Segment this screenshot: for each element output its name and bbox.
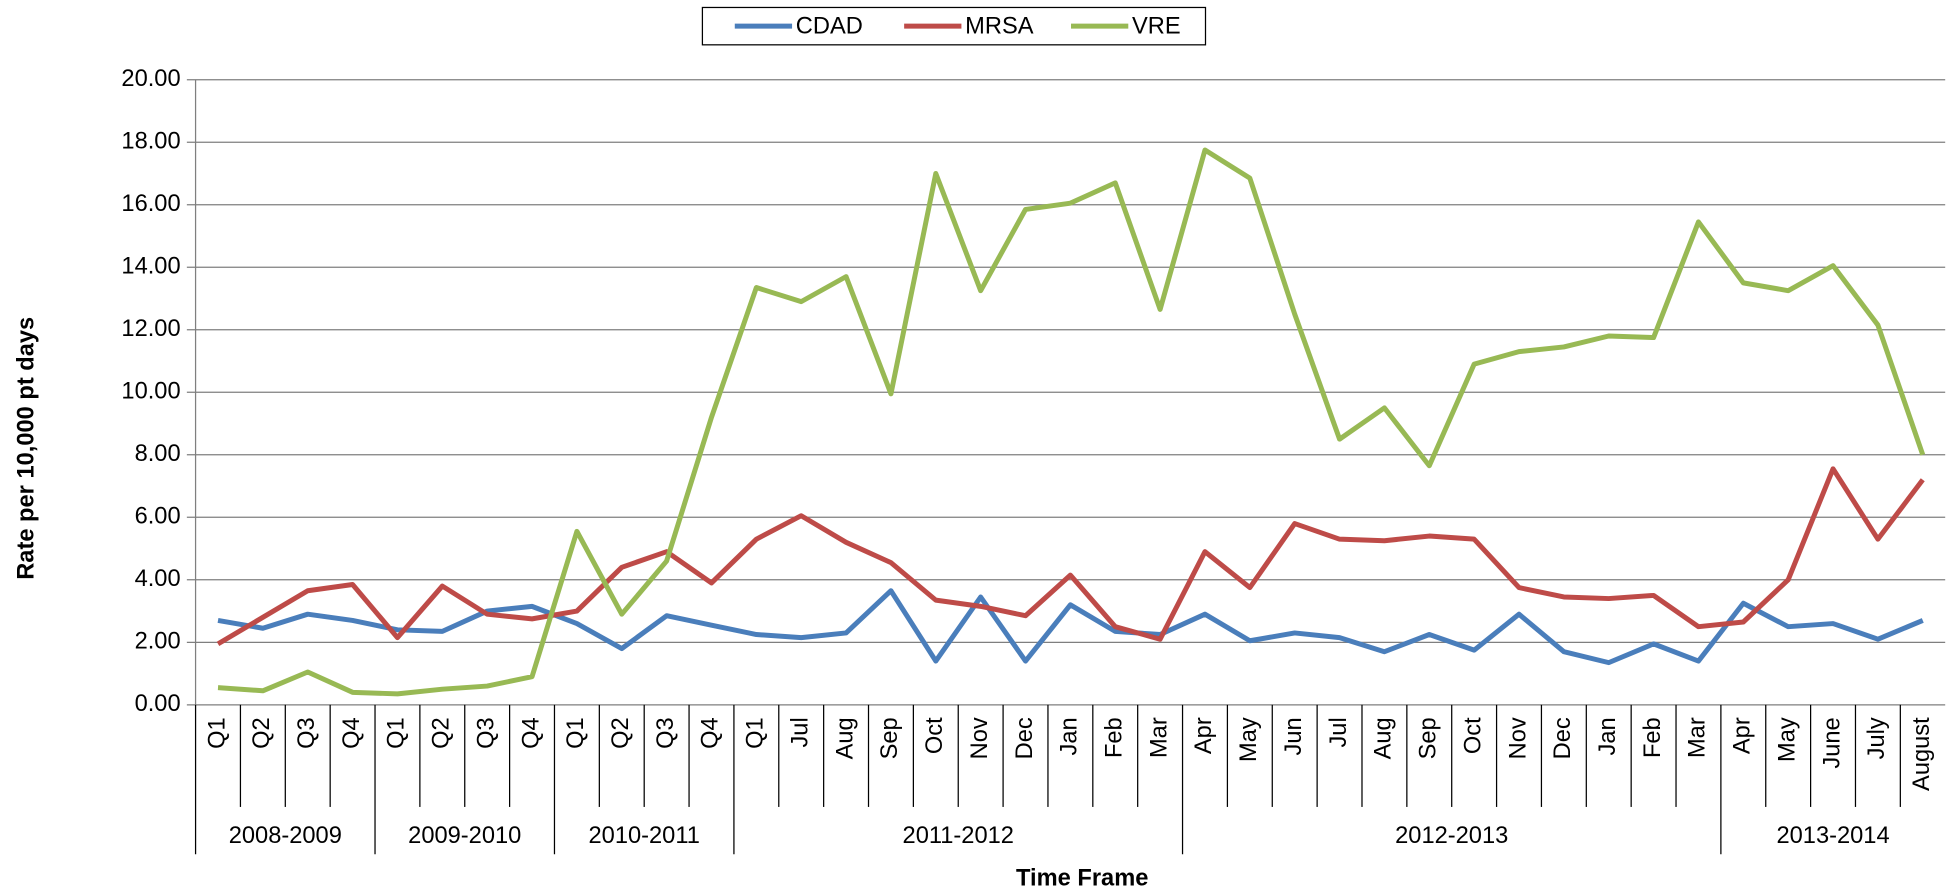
x-tick-label: Feb (1640, 717, 1666, 758)
x-tick-label: Aug (1371, 717, 1397, 759)
y-tick-label: 2.00 (135, 629, 181, 655)
x-tick-label: Q2 (608, 717, 634, 749)
x-tick-label: May (1774, 717, 1800, 762)
x-tick-label: Q1 (563, 717, 589, 749)
group-label: 2010-2011 (589, 823, 700, 849)
x-tick-label: August (1909, 717, 1935, 791)
x-axis-label: Time Frame (1016, 865, 1148, 891)
x-tick-label: Feb (1101, 717, 1127, 758)
y-tick-label: 0.00 (135, 691, 181, 717)
y-tick-label: 18.00 (121, 128, 180, 154)
x-tick-label: Q2 (429, 717, 455, 749)
series-line (217, 147, 1926, 697)
x-tick-label: Q1 (204, 717, 230, 749)
y-tick-label: 10.00 (121, 379, 180, 405)
x-tick-label: May (1236, 717, 1262, 762)
x-tick-label: Nov (967, 717, 993, 759)
x-tick-label: Q1 (743, 717, 769, 749)
x-tick-label: Oct (922, 717, 948, 754)
x-tick-label: Apr (1191, 717, 1217, 754)
y-tick-label: 16.00 (121, 191, 180, 217)
y-tick-label: 8.00 (135, 441, 181, 467)
group-label: 2008-2009 (229, 823, 342, 849)
x-tick-label: Q2 (249, 717, 275, 749)
x-tick-label: Oct (1460, 717, 1486, 754)
x-tick-label: Jul (1326, 717, 1352, 747)
x-tick-label: Q3 (653, 717, 679, 749)
x-tick-label: Jan (1057, 717, 1083, 755)
group-label: 2009-2010 (408, 823, 521, 849)
y-axis-label: Rate per 10,000 pt days (14, 317, 40, 580)
y-tick-label: 14.00 (121, 253, 180, 279)
x-tick-label: Dec (1550, 717, 1576, 759)
legend-label: CDAD (796, 14, 863, 40)
x-tick-label: Sep (1416, 717, 1442, 759)
x-tick-label: Mar (1146, 717, 1172, 758)
x-tick-label: Q1 (384, 717, 410, 749)
x-tick-label: Dec (1012, 717, 1038, 759)
y-tick-label: 12.00 (121, 316, 180, 342)
x-tick-label: June (1819, 717, 1845, 768)
x-tick-label: Q4 (698, 717, 724, 749)
x-tick-label: Apr (1730, 717, 1756, 754)
legend-label: MRSA (965, 14, 1034, 40)
y-tick-label: 6.00 (135, 504, 181, 530)
x-tick-label: Nov (1505, 717, 1531, 759)
x-tick-label: Q3 (473, 717, 499, 749)
x-tick-label: July (1864, 717, 1890, 759)
x-tick-label: Q4 (339, 717, 365, 749)
x-tick-label: Aug (832, 717, 858, 759)
x-tick-label: Jul (787, 717, 813, 747)
x-tick-label: Mar (1685, 717, 1711, 758)
x-tick-label: Q4 (518, 717, 544, 749)
x-tick-label: Q3 (294, 717, 320, 749)
x-tick-label: Sep (877, 717, 903, 759)
group-label: 2011-2012 (903, 823, 1014, 849)
x-tick-label: Jan (1595, 717, 1621, 755)
x-tick-label: Jun (1281, 717, 1307, 755)
legend-label: VRE (1132, 14, 1181, 40)
y-tick-label: 4.00 (135, 566, 181, 592)
series-line (217, 588, 1924, 666)
group-label: 2013-2014 (1776, 823, 1889, 849)
y-tick-label: 20.00 (121, 66, 180, 92)
series-line (216, 466, 1925, 647)
group-label: 2012-2013 (1395, 823, 1508, 849)
